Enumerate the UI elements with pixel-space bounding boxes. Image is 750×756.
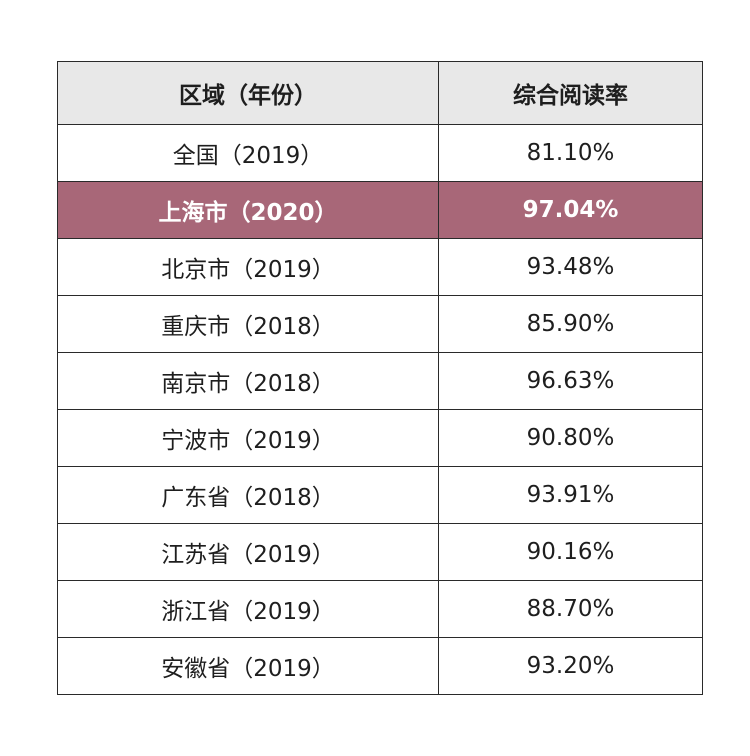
rate-cell: 90.16% <box>438 523 703 581</box>
rate-cell: 97.04% <box>438 181 703 239</box>
region-cell: 南京市（2018） <box>57 352 439 410</box>
table-body: 全国（2019） 81.10% 上海市（2020） 97.04% 北京市（201… <box>57 124 703 695</box>
rate-cell: 96.63% <box>438 352 703 410</box>
table-row: 浙江省（2019） 88.70% <box>57 580 703 638</box>
reading-rate-table-container: 区域（年份） 综合阅读率 全国（2019） 81.10% 上海市（2020） 9… <box>57 61 703 695</box>
rate-cell: 85.90% <box>438 295 703 353</box>
table-row: 广东省（2018） 93.91% <box>57 466 703 524</box>
table-row-highlighted: 上海市（2020） 97.04% <box>57 181 703 239</box>
region-cell: 上海市（2020） <box>57 181 439 239</box>
header-region: 区域（年份） <box>57 61 439 125</box>
rate-cell: 90.80% <box>438 409 703 467</box>
table-row: 江苏省（2019） 90.16% <box>57 523 703 581</box>
rate-cell: 88.70% <box>438 580 703 638</box>
region-cell: 全国（2019） <box>57 124 439 182</box>
rate-cell: 93.20% <box>438 637 703 695</box>
reading-rate-table: 区域（年份） 综合阅读率 全国（2019） 81.10% 上海市（2020） 9… <box>57 61 703 695</box>
table-row: 全国（2019） 81.10% <box>57 124 703 182</box>
region-cell: 宁波市（2019） <box>57 409 439 467</box>
region-cell: 北京市（2019） <box>57 238 439 296</box>
header-row: 区域（年份） 综合阅读率 <box>57 61 703 125</box>
table-row: 重庆市（2018） 85.90% <box>57 295 703 353</box>
table-row: 宁波市（2019） 90.80% <box>57 409 703 467</box>
rate-cell: 81.10% <box>438 124 703 182</box>
rate-cell: 93.48% <box>438 238 703 296</box>
region-cell: 浙江省（2019） <box>57 580 439 638</box>
region-cell: 广东省（2018） <box>57 466 439 524</box>
table-row: 南京市（2018） 96.63% <box>57 352 703 410</box>
header-reading-rate: 综合阅读率 <box>438 61 703 125</box>
table-row: 安徽省（2019） 93.20% <box>57 637 703 695</box>
region-cell: 江苏省（2019） <box>57 523 439 581</box>
table-header: 区域（年份） 综合阅读率 <box>57 61 703 125</box>
region-cell: 安徽省（2019） <box>57 637 439 695</box>
table-row: 北京市（2019） 93.48% <box>57 238 703 296</box>
region-cell: 重庆市（2018） <box>57 295 439 353</box>
rate-cell: 93.91% <box>438 466 703 524</box>
